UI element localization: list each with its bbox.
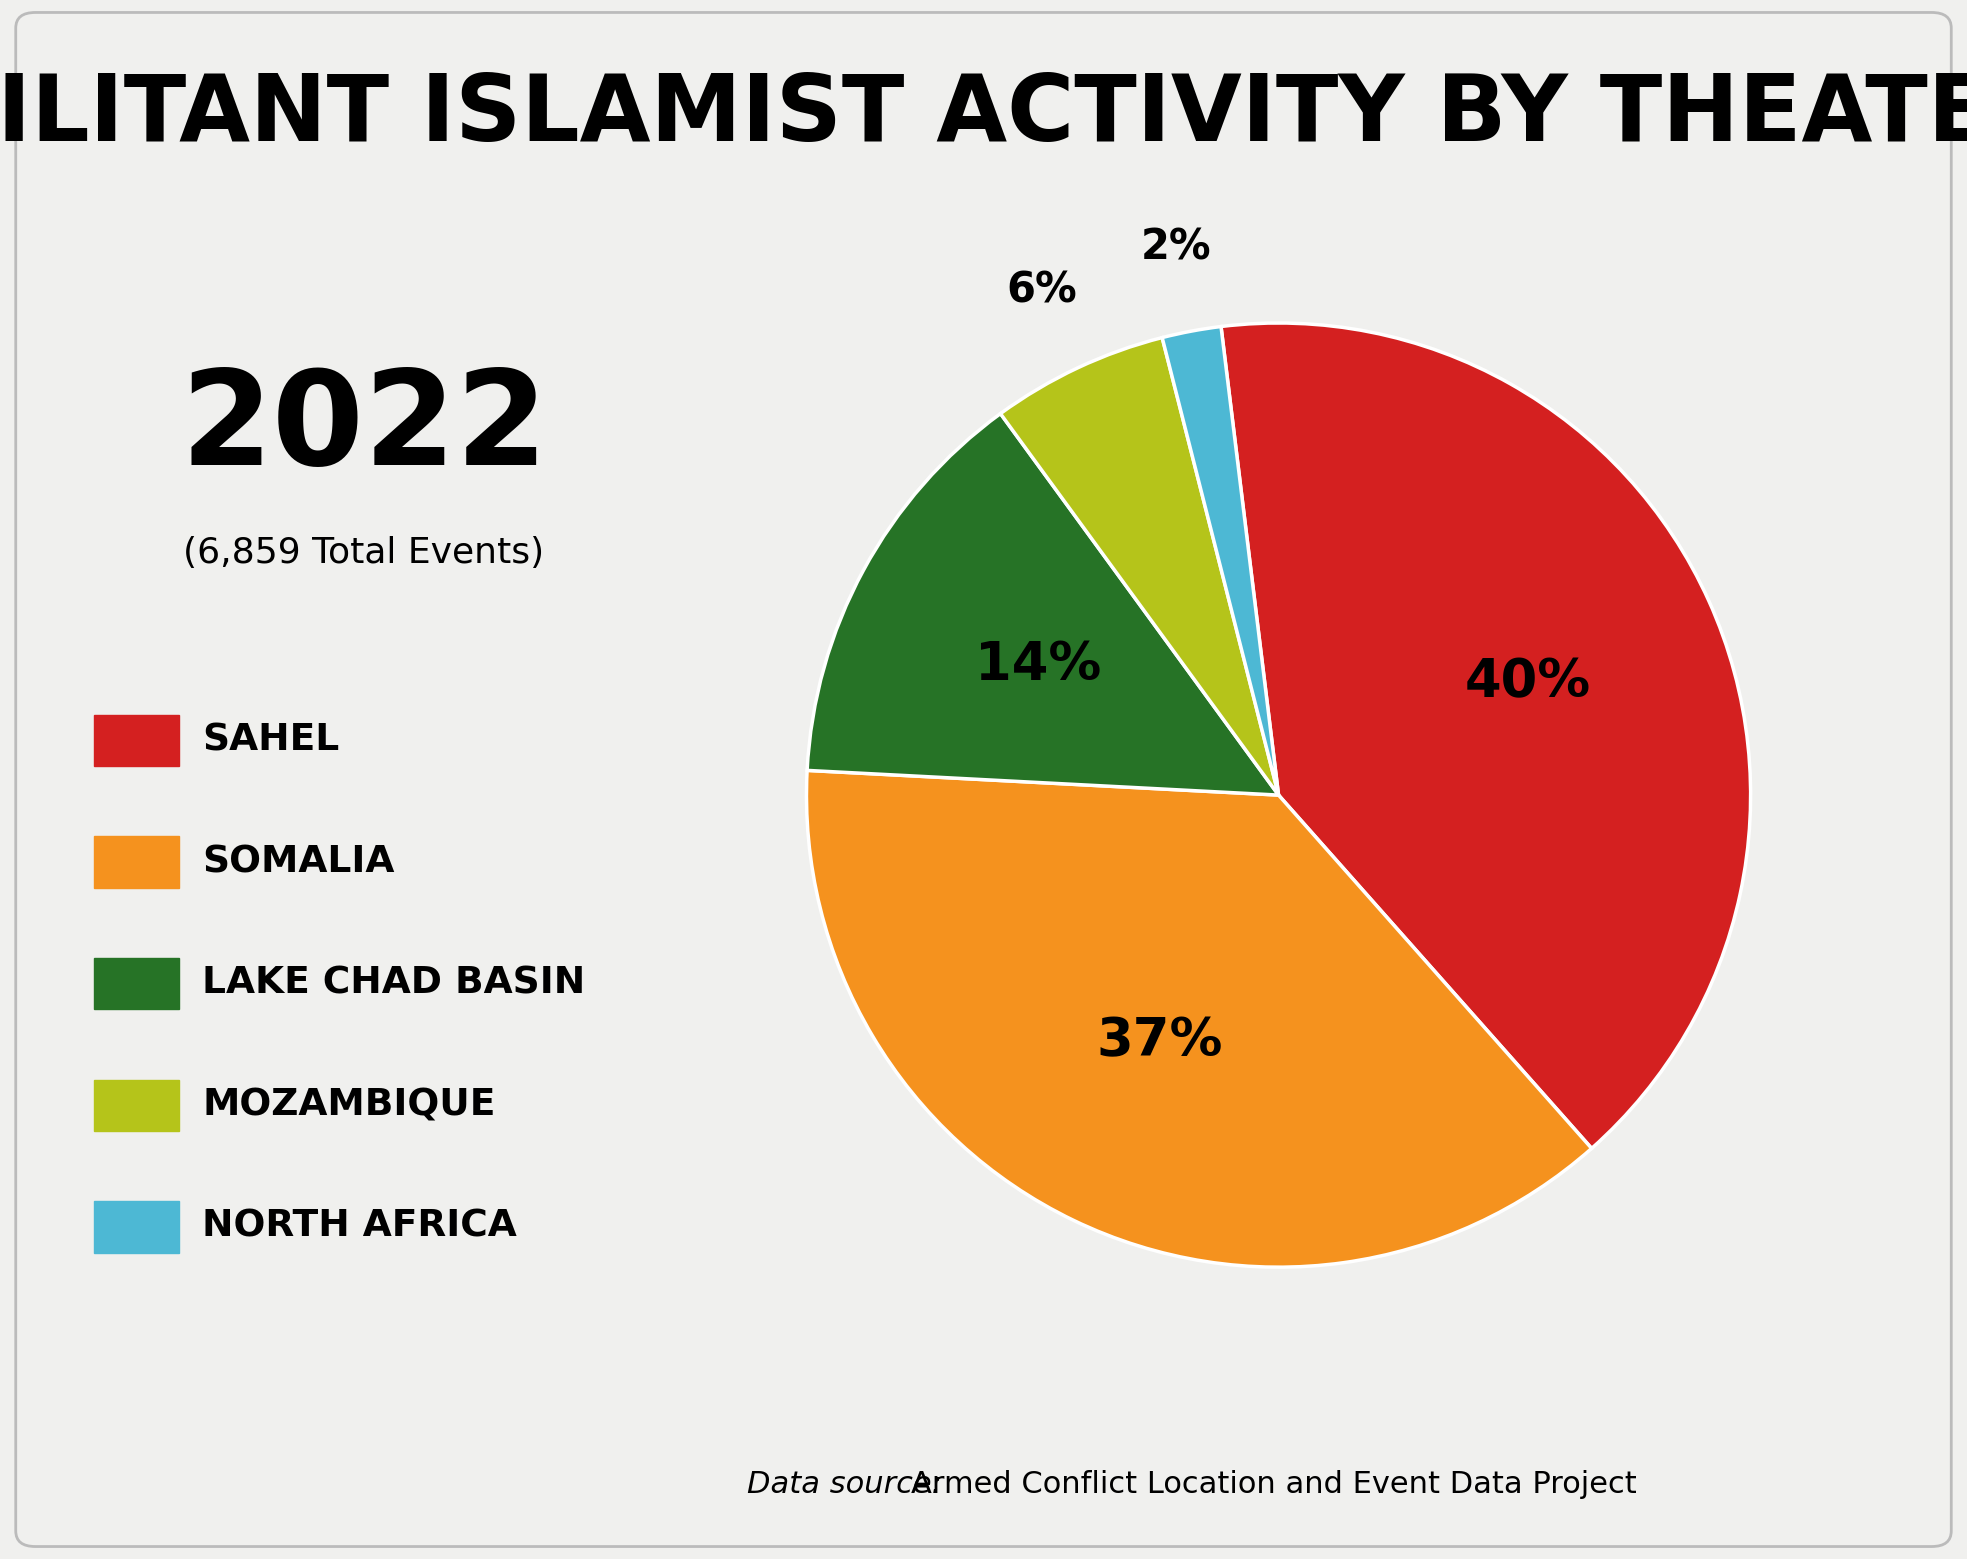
Text: 14%: 14% <box>976 639 1102 691</box>
Text: MILITANT ISLAMIST ACTIVITY BY THEATER: MILITANT ISLAMIST ACTIVITY BY THEATER <box>0 70 1967 161</box>
Text: 40%: 40% <box>1465 656 1591 708</box>
Wedge shape <box>1222 323 1751 1149</box>
Text: 2022: 2022 <box>181 365 547 493</box>
Text: MOZAMBIQUE: MOZAMBIQUE <box>203 1087 496 1124</box>
Text: SOMALIA: SOMALIA <box>203 843 395 881</box>
Wedge shape <box>806 770 1591 1267</box>
Text: Armed Conflict Location and Event Data Project: Armed Conflict Location and Event Data P… <box>911 1470 1637 1498</box>
Wedge shape <box>806 413 1279 795</box>
Text: 37%: 37% <box>1096 1016 1223 1068</box>
Text: SAHEL: SAHEL <box>203 722 340 759</box>
Text: (6,859 Total Events): (6,859 Total Events) <box>183 536 545 571</box>
Text: LAKE CHAD BASIN: LAKE CHAD BASIN <box>203 965 586 1002</box>
Wedge shape <box>1001 338 1279 795</box>
Text: Data source:: Data source: <box>747 1470 942 1498</box>
Text: 2%: 2% <box>1141 226 1212 268</box>
Text: 6%: 6% <box>1007 270 1076 312</box>
Text: NORTH AFRICA: NORTH AFRICA <box>203 1208 517 1246</box>
Wedge shape <box>1162 326 1279 795</box>
